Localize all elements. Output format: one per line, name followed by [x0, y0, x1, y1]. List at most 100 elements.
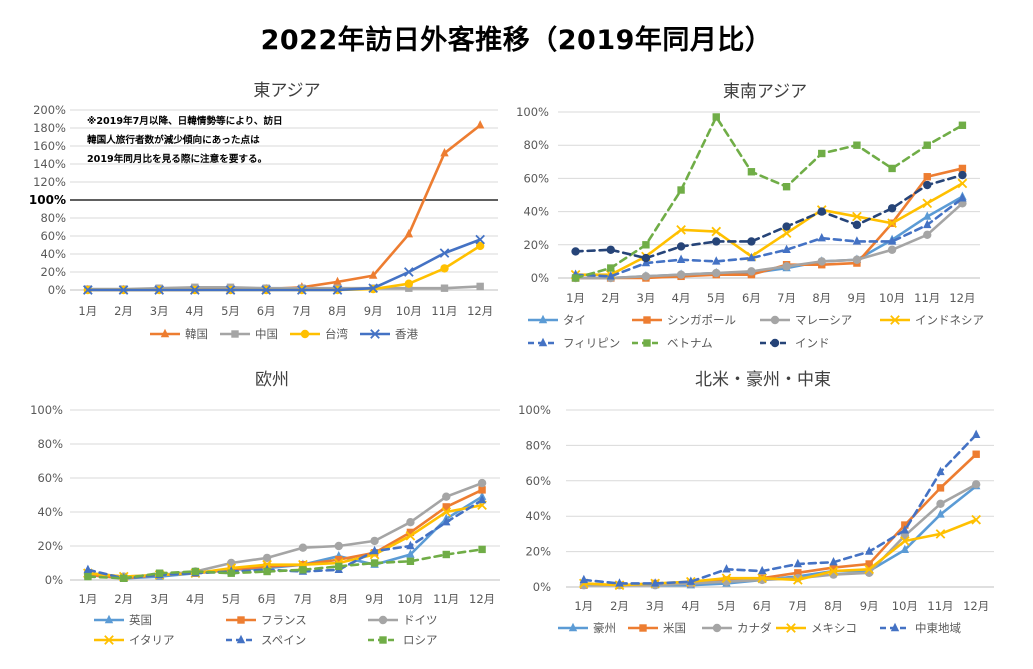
chart-note-line: 2019年同月比を見る際に注意を要する。 [87, 153, 267, 165]
legend-swatch-marker [786, 623, 796, 633]
data-point [439, 248, 450, 258]
data-point [935, 529, 946, 539]
x-tick-label: 3月 [150, 592, 169, 606]
y-tick-label: 60% [40, 229, 66, 243]
data-point [818, 149, 826, 158]
data-point [923, 141, 931, 149]
data-point [747, 252, 756, 262]
data-point [923, 180, 932, 190]
x-tick-label: 5月 [717, 599, 736, 613]
chart-note-line: ※2019年7月以降、日韓情勢等により、訪日 [87, 115, 283, 127]
x-tick-label: 1月 [566, 291, 585, 305]
x-tick-label: 1月 [78, 304, 97, 318]
data-point [887, 218, 897, 229]
x-tick-label: 2月 [610, 599, 629, 613]
data-point [817, 232, 826, 242]
data-point [936, 509, 945, 518]
data-point [782, 183, 791, 191]
series-line [574, 173, 964, 260]
data-point [368, 283, 379, 294]
data-point [440, 264, 449, 273]
reference-label-bg [30, 192, 68, 206]
legend-swatch-marker [104, 614, 114, 624]
data-point [829, 557, 838, 566]
y-tick-label: 100% [30, 403, 63, 417]
data-point [476, 282, 484, 291]
data-point [712, 256, 721, 265]
y-tick-label: 80% [40, 211, 66, 225]
y-tick-label: 60% [37, 471, 63, 485]
data-point [923, 230, 932, 240]
legend-item: マレーシア [760, 313, 852, 327]
legend-item: 中東地域 [880, 621, 961, 635]
data-point [478, 486, 486, 494]
data-point [864, 546, 874, 555]
series-0 [579, 480, 981, 589]
y-tick-label: 40% [37, 505, 63, 519]
legend-swatch-marker [231, 330, 239, 338]
data-point [406, 528, 415, 537]
data-point [299, 566, 307, 574]
data-point [370, 536, 379, 546]
data-point [442, 517, 451, 526]
data-point [334, 541, 343, 551]
data-point [887, 236, 897, 245]
data-point [757, 565, 767, 575]
x-tick-label: 10月 [397, 592, 423, 606]
x-tick-label: 10月 [892, 599, 918, 613]
data-point [901, 521, 909, 529]
data-point [368, 270, 378, 279]
x-tick-label: 12月 [963, 599, 989, 613]
data-point [888, 164, 896, 173]
data-point [442, 503, 450, 511]
legend-swatch-marker [236, 634, 246, 644]
data-point [923, 173, 931, 181]
data-point [189, 285, 200, 295]
data-point [900, 525, 910, 534]
x-tick-label: 9月 [364, 304, 383, 318]
x-tick-label: 4月 [185, 304, 204, 318]
legend-swatch-marker [538, 337, 548, 347]
data-point [887, 245, 897, 254]
x-tick-label: 10月 [396, 304, 422, 318]
data-point [712, 237, 721, 246]
chart-title: 東南アジア [723, 82, 807, 102]
data-point [793, 558, 803, 568]
y-tick-label: 0% [531, 271, 549, 285]
data-point [936, 499, 945, 509]
data-point [404, 279, 414, 288]
data-point [406, 557, 415, 565]
data-point [227, 569, 235, 577]
y-tick-label: 180% [33, 121, 66, 135]
x-tick-label: 11月 [927, 599, 953, 613]
legend-item: イタリア [94, 633, 175, 647]
legend-item: 米国 [628, 621, 686, 635]
y-tick-label: 60% [523, 171, 549, 185]
legend-swatch-marker [538, 314, 548, 324]
data-point [405, 530, 416, 541]
x-tick-label: 7月 [777, 291, 796, 305]
data-point [406, 549, 415, 558]
y-tick-label: 160% [33, 139, 66, 153]
data-point [782, 244, 791, 253]
x-tick-label: 11月 [431, 304, 457, 318]
y-tick-label: 0% [533, 580, 551, 594]
data-point [853, 141, 861, 149]
data-point [923, 219, 932, 229]
data-point [191, 567, 200, 576]
legend-label: マレーシア [795, 313, 852, 327]
y-tick-label: 60% [525, 474, 551, 488]
y-tick-label: 20% [523, 238, 549, 252]
data-point [817, 207, 826, 216]
y-tick-label: 100% [518, 403, 551, 417]
x-tick-label: 9月 [848, 291, 867, 305]
legend-swatch-marker [160, 328, 170, 338]
y-tick-label: 40% [40, 247, 66, 261]
series-5 [571, 113, 967, 282]
legend-swatch-marker [639, 624, 647, 632]
x-tick-label: 11月 [433, 592, 459, 606]
x-tick-label: 3月 [646, 599, 665, 613]
legend-swatch-marker [300, 329, 310, 339]
data-point [676, 254, 686, 263]
